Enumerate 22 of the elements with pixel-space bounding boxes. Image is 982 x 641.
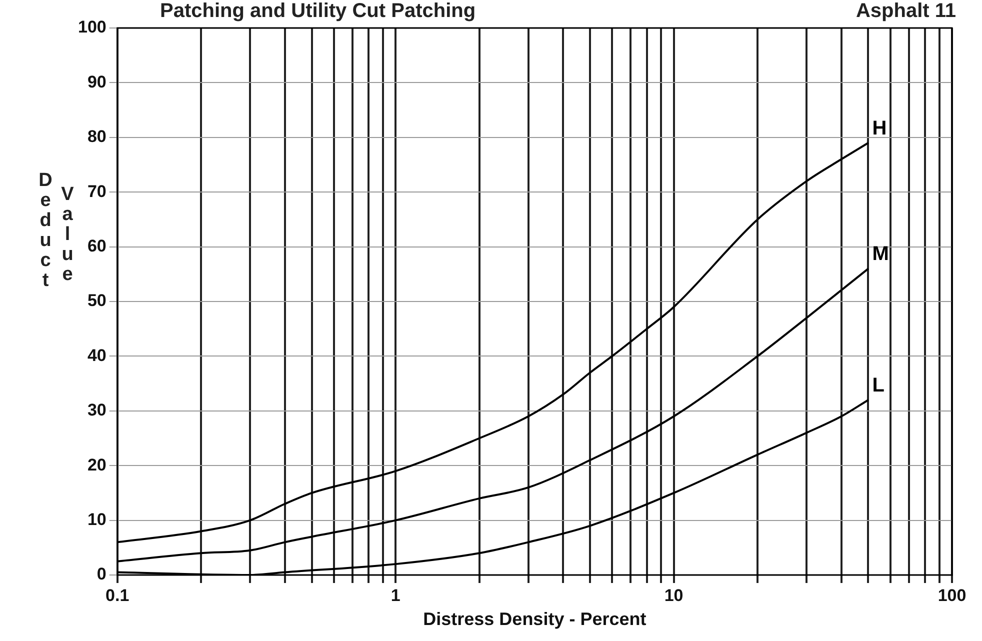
y-tick-label: 0 <box>96 564 106 584</box>
y-tick-label: 60 <box>87 236 106 256</box>
y-tick-label: 70 <box>87 182 106 201</box>
y-tick-label: 90 <box>87 72 106 92</box>
y-tick-label: 30 <box>87 400 106 420</box>
x-tick-label: 100 <box>938 586 966 605</box>
x-tick-label: 10 <box>664 586 684 605</box>
chart-subtitle: Asphalt 11 <box>856 0 956 23</box>
y-tick-label: 10 <box>87 510 106 529</box>
x-tick-label: 0.1 <box>106 586 130 605</box>
y-tick-label: 100 <box>78 18 106 37</box>
series-label: H <box>872 117 887 140</box>
x-tick-label: 1 <box>390 586 400 605</box>
x-axis-title: Distress Density - Percent <box>423 609 646 630</box>
y-tick-label: 20 <box>87 455 106 474</box>
series-label: M <box>872 243 889 266</box>
y-tick-label: 50 <box>87 291 106 310</box>
y-tick-label: 40 <box>87 346 106 365</box>
series-label: L <box>872 374 884 396</box>
y-axis-title: Deduct Value <box>34 170 78 290</box>
y-tick-label: 80 <box>87 127 106 146</box>
chart-title: Patching and Utility Cut Patching <box>160 0 476 23</box>
